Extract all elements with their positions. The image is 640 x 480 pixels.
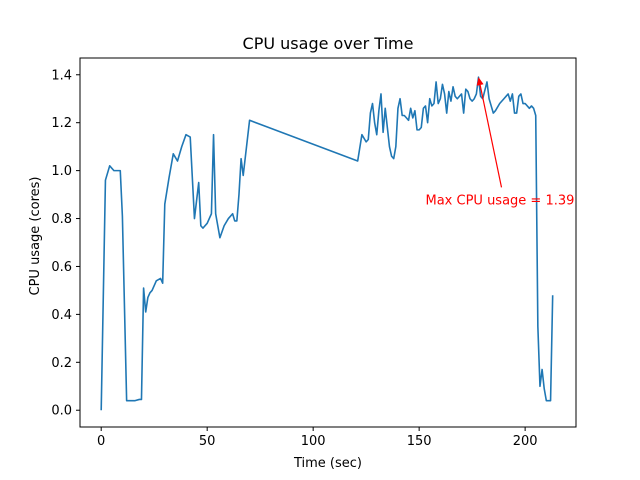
annotation-arrow-line	[479, 84, 503, 188]
y-tick-label: 0.2	[51, 356, 72, 371]
annotation-arrow-head	[476, 77, 484, 86]
y-axis-title: CPU usage (cores)	[28, 177, 43, 296]
plot-area: Max CPU usage = 1.39 0 50 100 150 200 0.0 0.2 0.…	[51, 57, 577, 449]
y-tick-label: 0.8	[51, 212, 72, 227]
x-tick-label: 100	[301, 434, 326, 449]
y-tick-label: 1.2	[51, 116, 72, 131]
chart-title: CPU usage over Time	[243, 34, 414, 53]
x-tick-label: 0	[97, 434, 105, 449]
y-tick-label: 0.6	[51, 260, 72, 275]
x-tick-label: 150	[407, 434, 432, 449]
y-tick-label: 0.4	[51, 308, 72, 323]
series-line-0	[100, 76, 554, 411]
x-axis-title: Time (sec)	[293, 456, 362, 471]
axes-frame	[79, 57, 577, 428]
y-tick-label: 1.4	[51, 68, 72, 83]
annotation-text: Max CPU usage = 1.39	[426, 193, 575, 208]
y-tick-label: 1.0	[51, 164, 72, 179]
y-tick-label: 0.0	[51, 404, 72, 419]
x-tick-label: 50	[199, 434, 216, 449]
x-tick-label: 200	[513, 434, 538, 449]
